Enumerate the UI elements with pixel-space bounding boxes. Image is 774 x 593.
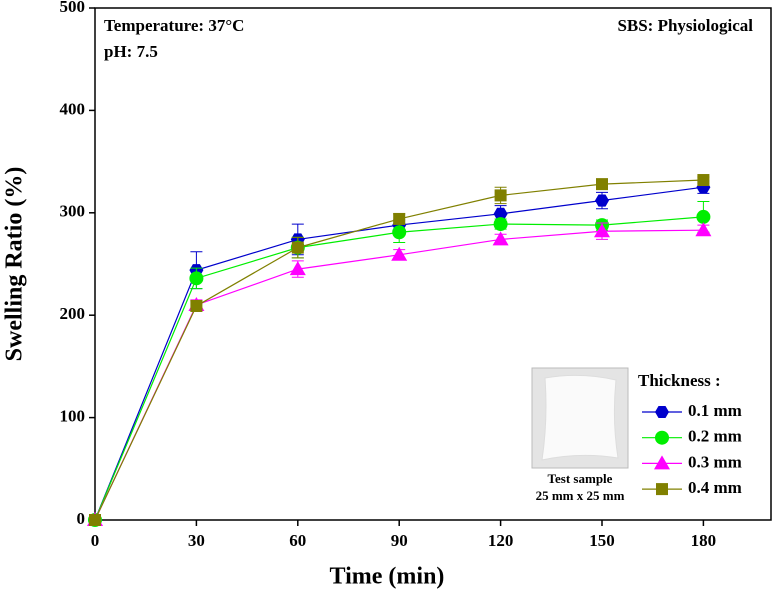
annotation: Temperature: 37°C [104,16,244,35]
x-tick-label: 0 [91,531,100,550]
plot-frame [94,7,772,521]
marker [493,207,508,220]
marker [595,194,609,207]
y-tick-label: 500 [60,0,86,16]
marker [391,246,408,261]
y-tick-label: 200 [60,304,86,323]
y-tick-label: 400 [60,99,86,118]
x-tick-label: 180 [691,531,717,550]
annotation: Test sample [548,471,613,486]
y-axis-title: Swelling Ratio (%) [2,167,28,362]
marker [656,483,668,496]
legend-label: 0.1 mm [688,401,742,420]
marker [655,405,669,419]
y-tick-label: 0 [77,509,86,528]
y-tick-label: 100 [60,407,86,426]
marker [654,455,670,470]
y-tick-label: 300 [60,202,86,221]
marker [596,178,608,191]
marker [594,223,610,238]
x-tick-label: 60 [289,531,306,550]
x-tick-label: 120 [488,531,514,550]
marker [697,174,710,187]
x-axis-title: Time (min) [330,564,445,590]
legend-title: Thickness : [638,371,721,390]
marker [695,222,712,237]
marker [89,514,101,526]
x-tick-label: 150 [589,531,615,550]
marker [291,241,304,254]
x-tick-label: 30 [188,531,205,550]
marker [189,271,204,286]
marker [392,225,407,240]
legend-label: 0.4 mm [688,478,742,497]
marker [190,299,203,312]
marker [493,217,508,232]
annotation: pH: 7.5 [104,42,158,61]
marker [494,189,507,202]
marker [696,209,711,224]
marker [492,231,509,246]
sample-shape [541,374,619,461]
legend-label: 0.3 mm [688,452,742,471]
x-tick-label: 90 [391,531,408,550]
legend-label: 0.2 mm [688,427,742,446]
annotation: 25 mm x 25 mm [536,488,625,503]
annotation: SBS: Physiological [617,16,753,35]
marker [393,212,406,225]
marker [655,430,669,445]
marker [289,261,306,276]
